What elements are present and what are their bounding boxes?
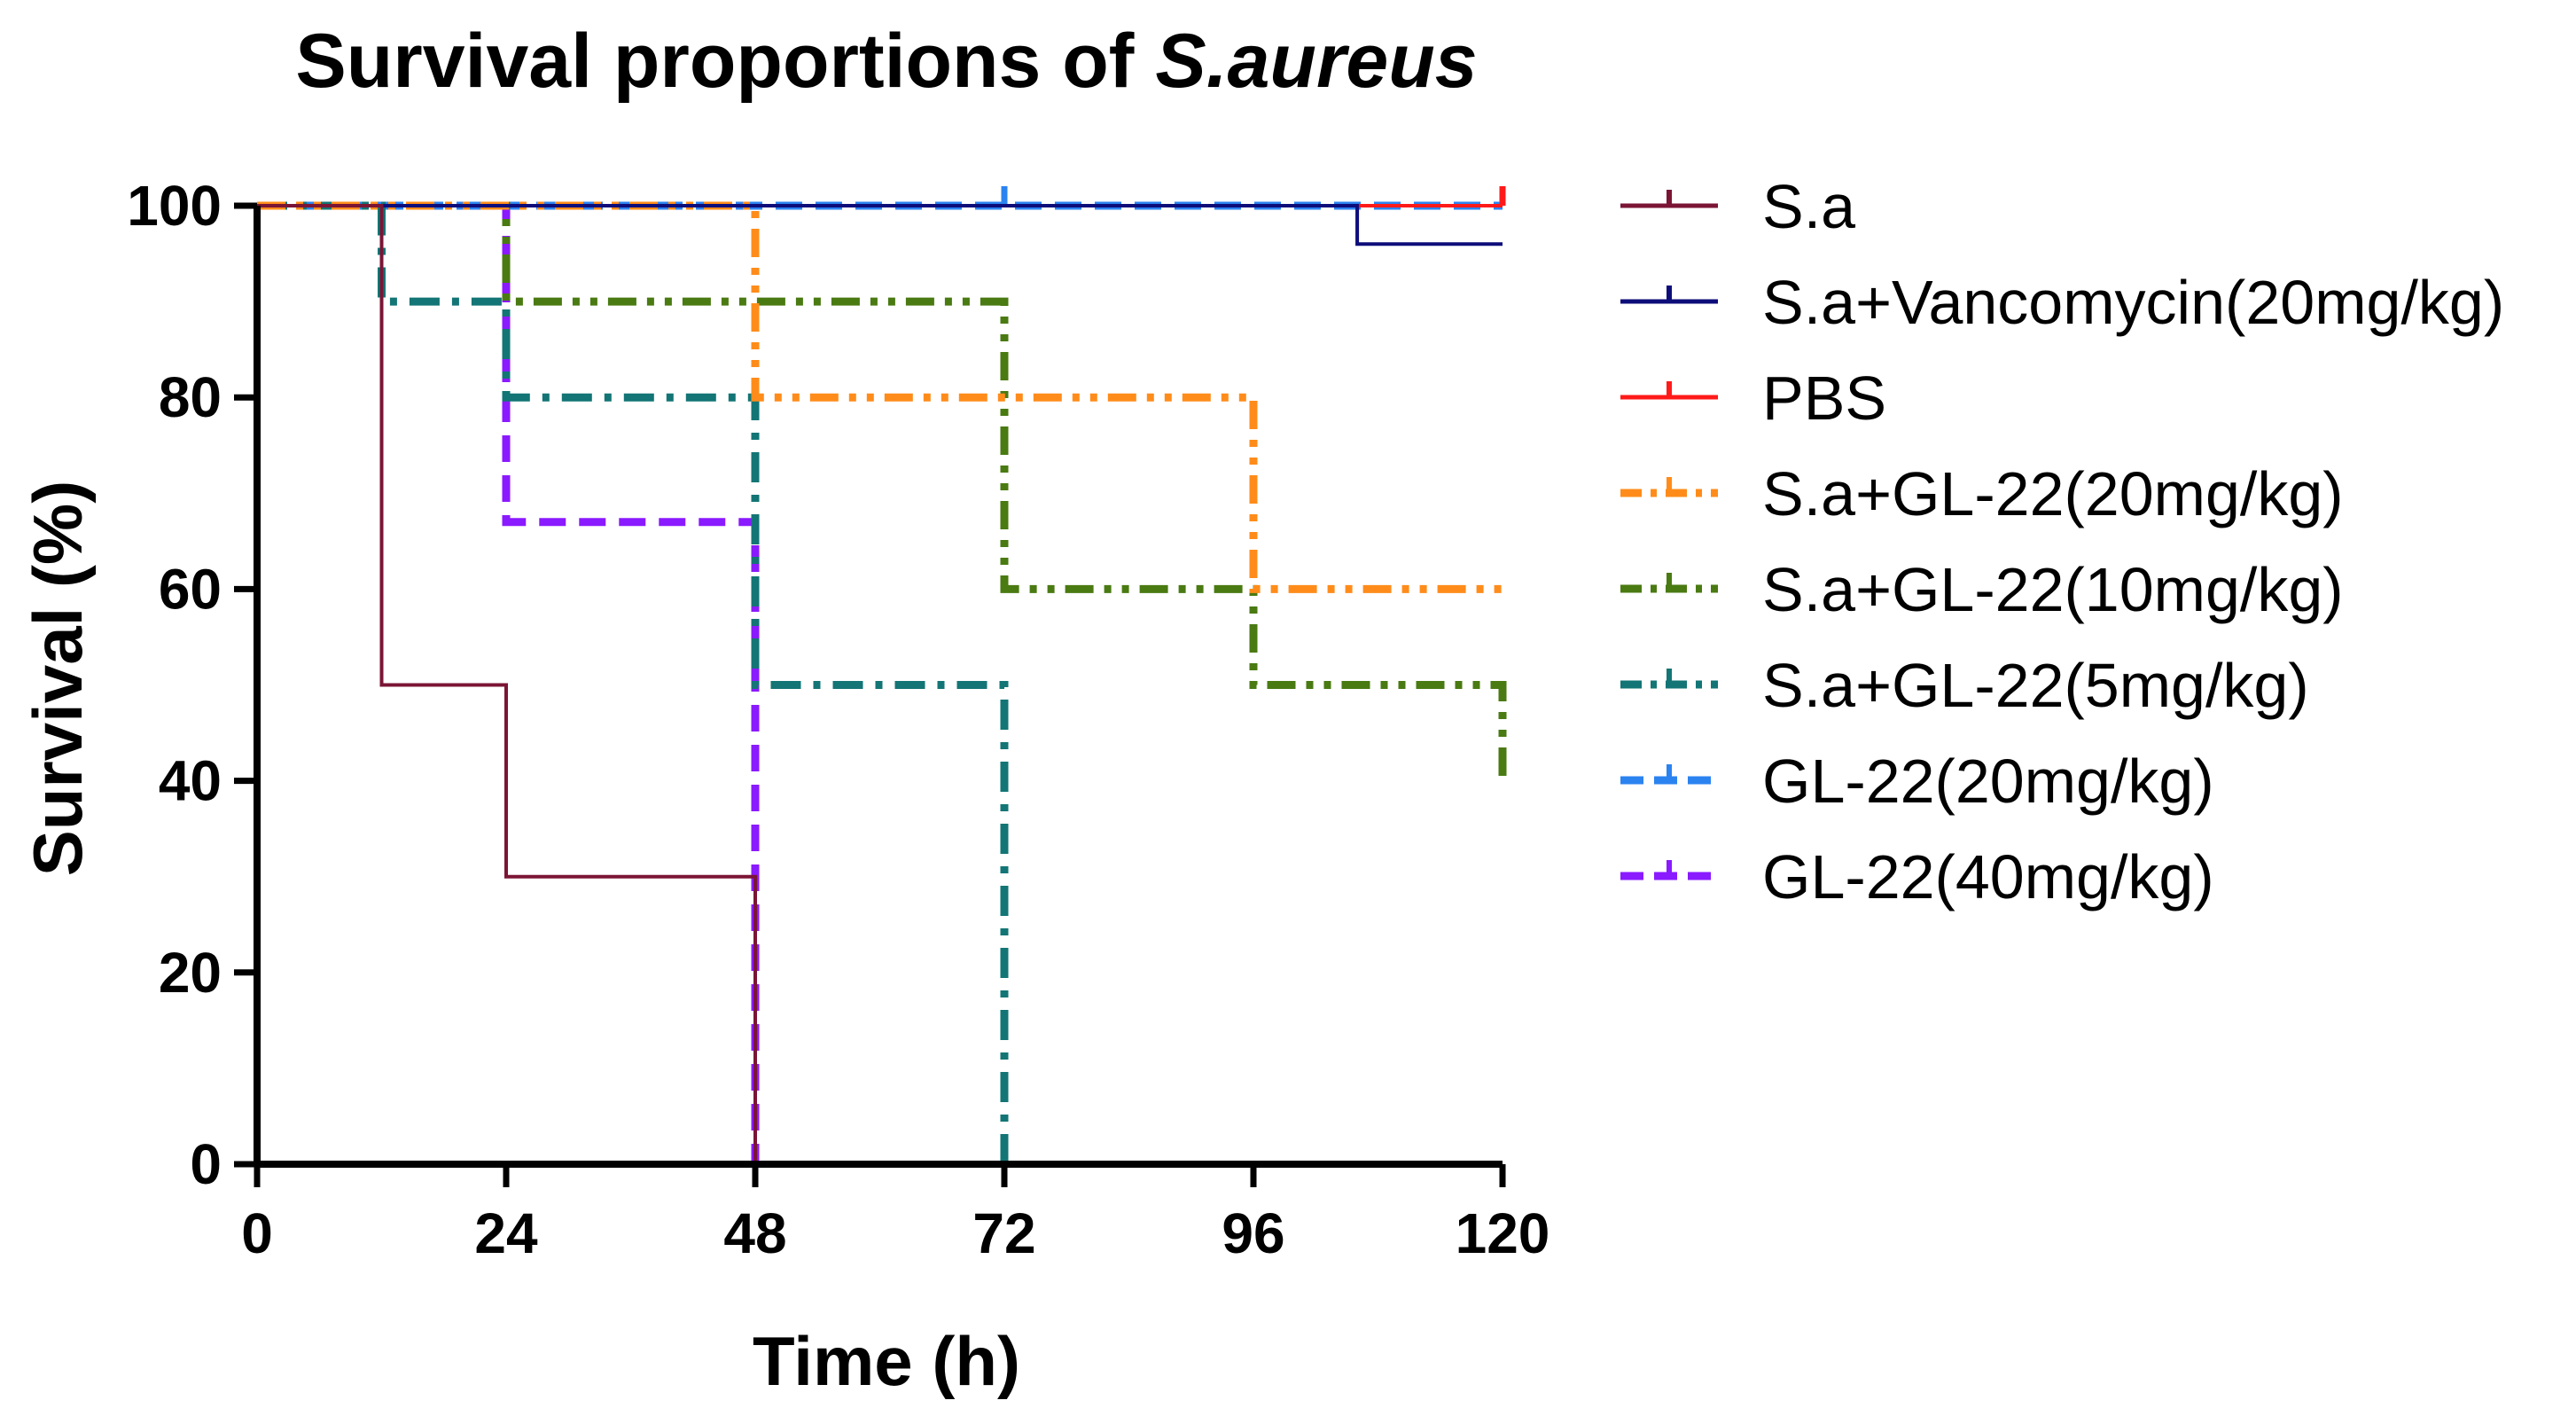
series-s-a (257, 204, 757, 1164)
series-line-s-a-gl-22-10mg-kg (257, 201, 1507, 781)
y-tick-label: 60 (159, 557, 222, 621)
series-line-s-a (257, 204, 757, 1164)
x-tick-label: 48 (723, 1201, 786, 1265)
x-tick-label: 120 (1456, 1201, 1550, 1265)
legend-item-s-a-vancomycin-20mg-kg: S.a+Vancomycin(20mg/kg) (1620, 268, 2504, 337)
legend-item-gl-22-20mg-kg: GL-22(20mg/kg) (1620, 747, 2214, 816)
legend-label: S.a (1762, 172, 1855, 241)
chart-title-plain: Survival proportions of (295, 19, 1155, 104)
x-tick-label: 96 (1222, 1201, 1284, 1265)
x-axis-title: Time (h) (753, 1322, 1020, 1400)
legend-label: S.a+GL-22(10mg/kg) (1762, 555, 2344, 624)
series-gl-22-20mg-kg (257, 186, 1503, 210)
y-tick-label: 20 (159, 941, 222, 1005)
series-line-s-a-gl-22-20mg-kg (257, 201, 1503, 593)
series-s-a-gl-22-10mg-kg (257, 201, 1507, 781)
chart-title-italic: S.aureus (1155, 19, 1477, 104)
series-s-a-gl-22-5mg-kg (257, 201, 1009, 1164)
legend-item-gl-22-40mg-kg: GL-22(40mg/kg) (1620, 842, 2214, 911)
series-line-s-a-vancomycin-20mg-kg (257, 204, 1503, 246)
legend-item-s-a-gl-22-10mg-kg: S.a+GL-22(10mg/kg) (1620, 555, 2344, 624)
series-s-a-vancomycin-20mg-kg (257, 204, 1503, 246)
x-tick-label: 0 (241, 1201, 273, 1265)
legend-label: S.a+GL-22(5mg/kg) (1762, 651, 2309, 720)
legend-item-s-a-gl-22-5mg-kg: S.a+GL-22(5mg/kg) (1620, 651, 2309, 720)
legend-item-s-a: S.a (1620, 172, 1855, 241)
series-line-s-a-gl-22-5mg-kg (257, 201, 1009, 1164)
y-tick-label: 80 (159, 365, 222, 429)
y-tick-label: 40 (159, 749, 222, 813)
legend-label: S.a+Vancomycin(20mg/kg) (1762, 268, 2504, 337)
y-tick-label: 0 (190, 1132, 222, 1196)
y-axis-title: Survival (%) (19, 481, 97, 876)
series-s-a-gl-22-20mg-kg (257, 201, 1503, 593)
legend-label: GL-22(40mg/kg) (1762, 842, 2214, 911)
chart-title: Survival proportions of S.aureus (295, 19, 1477, 104)
legend-label: S.a+GL-22(20mg/kg) (1762, 459, 2344, 528)
legend-item-s-a-gl-22-20mg-kg: S.a+GL-22(20mg/kg) (1620, 459, 2344, 528)
legend-item-pbs: PBS (1620, 364, 1886, 433)
x-tick-label: 72 (972, 1201, 1035, 1265)
legend-label: PBS (1762, 364, 1886, 433)
series-layer (257, 186, 1507, 1164)
axes-layer: 0 24 48 72 96 120 0 20 40 60 80 100 (127, 174, 1550, 1265)
legend: S.a S.a+Vancomycin(20mg/kg) PBS S.a+GL-22(2… (1620, 172, 2504, 911)
x-tick-label: 24 (474, 1201, 538, 1265)
y-tick-label: 100 (127, 174, 222, 238)
legend-label: GL-22(20mg/kg) (1762, 747, 2214, 816)
